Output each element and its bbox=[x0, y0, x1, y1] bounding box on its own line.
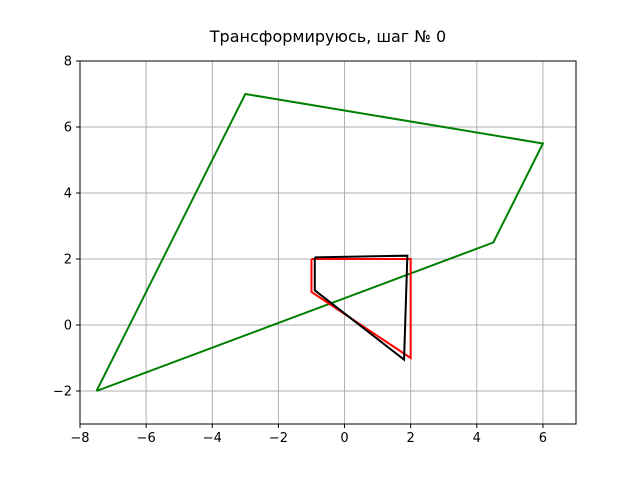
series-line-1 bbox=[95, 92, 545, 392]
x-tick-label: −6 bbox=[137, 431, 156, 446]
y-tick-label: 0 bbox=[64, 319, 72, 334]
y-tick-label: 6 bbox=[64, 121, 72, 136]
chart-title: Трансформируюсь, шаг № 0 bbox=[209, 27, 446, 46]
x-tick-label: 0 bbox=[340, 431, 348, 446]
x-tick-label: −2 bbox=[269, 431, 288, 446]
series-line-3 bbox=[313, 254, 409, 362]
y-tick-label: −2 bbox=[53, 385, 72, 400]
x-tick-label: −8 bbox=[70, 431, 89, 446]
x-tick-label: 4 bbox=[473, 431, 481, 446]
x-tick-label: −4 bbox=[203, 431, 222, 446]
y-tick-label: 8 bbox=[64, 55, 72, 70]
series-line-2 bbox=[310, 258, 412, 360]
y-tick-label: 4 bbox=[64, 187, 72, 202]
x-tick-label: 2 bbox=[407, 431, 415, 446]
axes-frame bbox=[79, 60, 577, 425]
x-axis: −8 −6 −4 −2 0 2 4 6 bbox=[70, 424, 547, 446]
y-tick-label: 2 bbox=[64, 253, 72, 268]
series-layer bbox=[95, 92, 545, 392]
x-tick-label: 6 bbox=[539, 431, 547, 446]
y-axis: −2 0 2 4 6 8 bbox=[53, 55, 80, 400]
